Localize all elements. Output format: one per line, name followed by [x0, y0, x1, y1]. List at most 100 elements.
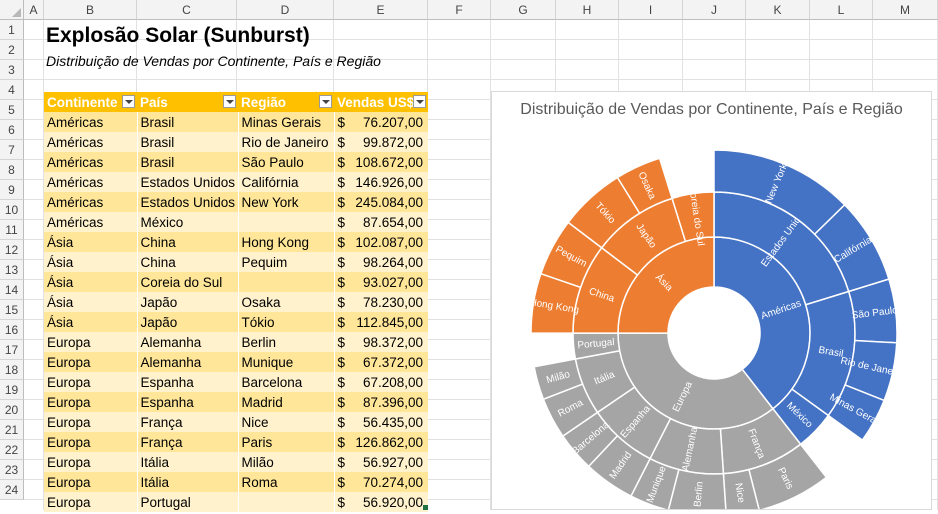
row-header[interactable]: 17 [0, 340, 24, 360]
cell-pais[interactable]: Estados Unidos [136, 192, 238, 212]
header-pais[interactable]: País [137, 92, 238, 112]
cell-continente[interactable]: Américas [44, 192, 137, 212]
cell-regiao[interactable]: Minas Gerais [237, 112, 334, 132]
cell-vendas[interactable]: $56.927,00 [333, 452, 428, 472]
cell-vendas[interactable]: $67.208,00 [333, 372, 428, 392]
cell-pais[interactable]: Itália [136, 472, 238, 492]
cell-continente[interactable]: Américas [44, 212, 137, 232]
filter-dropdown-icon[interactable] [319, 95, 332, 108]
cell-continente[interactable]: Europa [44, 392, 137, 412]
row-header[interactable]: 2 [0, 40, 24, 60]
cell-pais[interactable]: China [136, 232, 238, 252]
row-header[interactable]: 13 [0, 260, 24, 280]
column-header[interactable]: A [24, 0, 44, 20]
cell-regiao[interactable]: São Paulo [237, 152, 334, 172]
cell-vendas[interactable]: $98.264,00 [333, 252, 428, 272]
cell-vendas[interactable]: $108.672,00 [333, 152, 428, 172]
column-header[interactable]: J [683, 0, 746, 20]
sunburst-segment-coreia-do-sul[interactable] [671, 191, 715, 243]
row-header[interactable]: 6 [0, 120, 24, 140]
cell-pais[interactable]: Espanha [136, 372, 238, 392]
cell-regiao[interactable]: Pequim [237, 252, 334, 272]
cell-regiao[interactable] [237, 212, 334, 232]
row-header[interactable]: 18 [0, 360, 24, 380]
cell-pais[interactable]: China [136, 252, 238, 272]
row-header[interactable]: 19 [0, 380, 24, 400]
row-header[interactable]: 21 [0, 420, 24, 440]
cell-pais[interactable]: Brasil [136, 112, 238, 132]
filter-dropdown-icon[interactable] [223, 95, 236, 108]
cell-vendas[interactable]: $245.084,00 [333, 192, 428, 212]
cell-vendas[interactable]: $93.027,00 [333, 272, 428, 292]
cell-regiao[interactable]: Paris [237, 432, 334, 452]
cell-regiao[interactable]: Nice [237, 412, 334, 432]
cell-continente[interactable]: Europa [44, 372, 137, 392]
cell-vendas[interactable]: $126.862,00 [333, 432, 428, 452]
cell-pais[interactable]: Brasil [136, 132, 238, 152]
cell-vendas[interactable]: $78.230,00 [333, 292, 428, 312]
cell-continente[interactable]: Europa [44, 412, 137, 432]
cell-pais[interactable]: Estados Unidos [136, 172, 238, 192]
cell-pais[interactable]: México [136, 212, 238, 232]
cell-vendas[interactable]: $112.845,00 [333, 312, 428, 332]
cell-vendas[interactable]: $146.926,00 [333, 172, 428, 192]
cell-regiao[interactable] [237, 272, 334, 292]
cell-continente[interactable]: Europa [44, 432, 137, 452]
sunburst-segment-minas-gerais[interactable] [827, 384, 886, 442]
cell-vendas[interactable]: $70.274,00 [333, 472, 428, 492]
cell-regiao[interactable]: Madrid [237, 392, 334, 412]
cell-vendas[interactable]: $99.872,00 [333, 132, 428, 152]
row-header[interactable]: 7 [0, 140, 24, 160]
cell-continente[interactable]: Ásia [44, 312, 137, 332]
row-header[interactable]: 12 [0, 240, 24, 260]
column-header[interactable]: I [619, 0, 683, 20]
cell-pais[interactable]: Brasil [136, 152, 238, 172]
cell-vendas[interactable]: $67.372,00 [333, 352, 428, 372]
cell-continente[interactable]: Ásia [44, 232, 137, 252]
cell-continente[interactable]: Ásia [44, 292, 137, 312]
cell-continente[interactable]: Américas [44, 132, 137, 152]
row-header[interactable]: 3 [0, 60, 24, 80]
sunburst-segment-osaka[interactable] [616, 157, 674, 215]
row-header[interactable]: 8 [0, 160, 24, 180]
column-header[interactable]: E [334, 0, 428, 20]
cell-regiao[interactable]: Munique [237, 352, 334, 372]
row-header[interactable]: 4 [0, 80, 24, 100]
row-header[interactable]: 10 [0, 200, 24, 220]
cell-pais[interactable]: Japão [136, 292, 238, 312]
column-header[interactable]: D [237, 0, 334, 20]
cell-continente[interactable]: Américas [44, 172, 137, 192]
cell-continente[interactable]: Américas [44, 112, 137, 132]
cell-continente[interactable]: Ásia [44, 272, 137, 292]
column-header[interactable]: G [491, 0, 556, 20]
cell-pais[interactable]: Alemanha [136, 352, 238, 372]
cell-continente[interactable]: Américas [44, 152, 137, 172]
header-vendas[interactable]: Vendas US$ [334, 92, 428, 112]
column-header[interactable]: B [44, 0, 137, 20]
column-header[interactable]: K [746, 0, 810, 20]
cell-pais[interactable]: Japão [136, 312, 238, 332]
cell-pais[interactable]: Alemanha [136, 332, 238, 352]
header-continente[interactable]: Continente [44, 92, 137, 112]
column-header[interactable]: H [556, 0, 619, 20]
cell-vendas[interactable]: $87.654,00 [333, 212, 428, 232]
cell-pais[interactable]: Itália [136, 452, 238, 472]
sheet-title[interactable]: Explosão Solar (Sunburst) [46, 24, 310, 47]
row-header[interactable]: 11 [0, 220, 24, 240]
cell-regiao[interactable]: Rio de Janeiro [237, 132, 334, 152]
header-regiao[interactable]: Região [238, 92, 334, 112]
cell-pais[interactable]: França [136, 412, 238, 432]
cell-pais[interactable]: Coreia do Sul [136, 272, 238, 292]
cell-vendas[interactable]: $87.396,00 [333, 392, 428, 412]
fill-handle[interactable] [423, 505, 428, 510]
column-header[interactable]: C [137, 0, 237, 20]
column-header[interactable]: F [428, 0, 491, 20]
cell-continente[interactable]: Europa [44, 332, 137, 352]
cell-vendas[interactable]: $56.435,00 [333, 412, 428, 432]
cell-continente[interactable]: Europa [44, 352, 137, 372]
cell-regiao[interactable]: Berlin [237, 332, 334, 352]
sunburst-chart[interactable]: Distribuição de Vendas por Continente, P… [491, 91, 932, 514]
row-header[interactable]: 5 [0, 100, 24, 120]
